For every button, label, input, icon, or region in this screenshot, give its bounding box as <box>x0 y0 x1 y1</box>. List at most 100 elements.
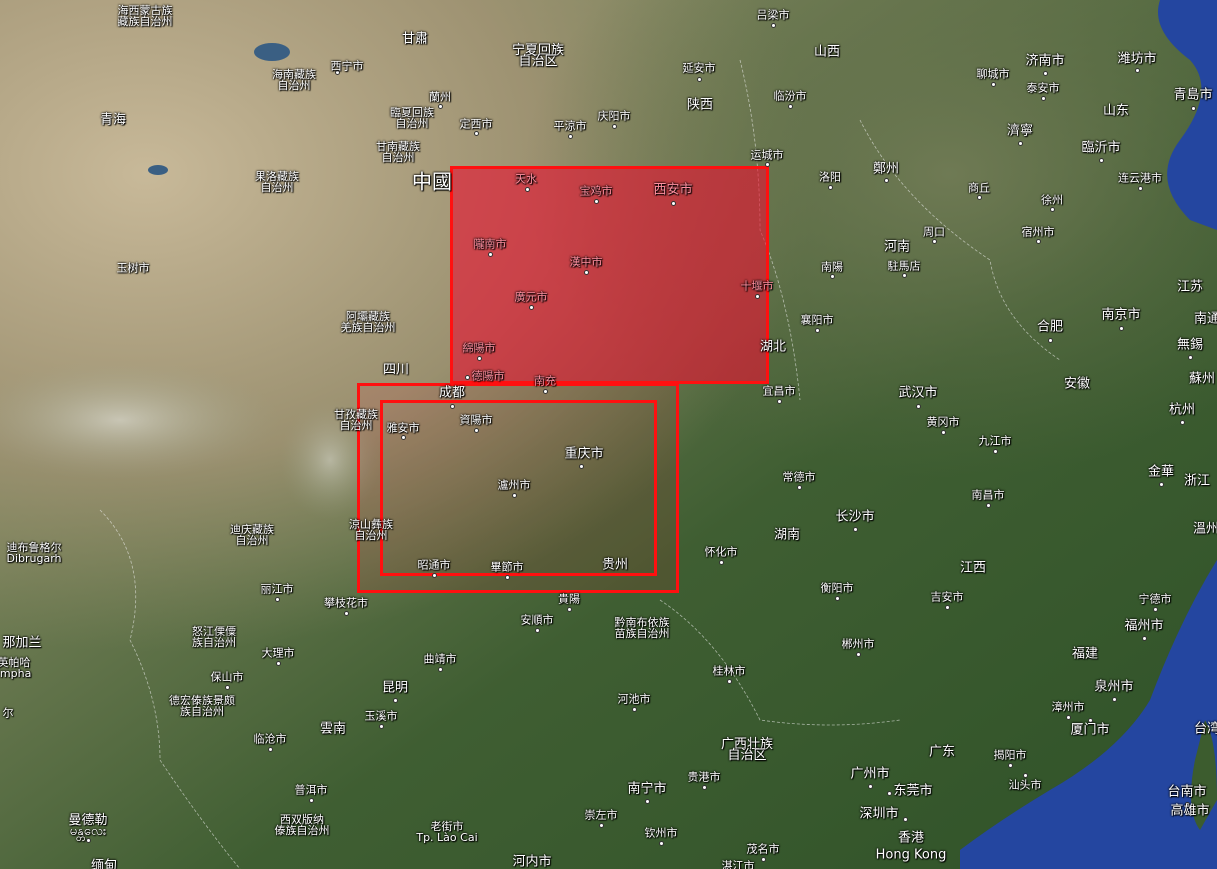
place-label-xuzhou[interactable]: 徐州 <box>1041 193 1063 207</box>
place-label-dali[interactable]: 大理市 <box>261 646 295 660</box>
place-label-nagaland[interactable]: 那加兰 <box>2 635 42 651</box>
place-label-deyang[interactable]: 德陽市 <box>471 369 505 383</box>
place-label-qinzhou[interactable]: 钦州市 <box>644 826 678 840</box>
place-label-shangqiu[interactable]: 商丘 <box>968 181 990 195</box>
place-label-zhejiang[interactable]: 浙江 <box>1183 473 1211 489</box>
place-label-zhoukou[interactable]: 周口 <box>923 225 945 239</box>
place-label-dibrugarh[interactable]: 迪布鲁格尔 Dibrugarh <box>6 541 62 565</box>
place-label-nanyang[interactable]: 南陽 <box>821 260 843 274</box>
place-label-ningde[interactable]: 宁德市 <box>1138 592 1172 606</box>
place-label-shandong[interactable]: 山东 <box>1102 103 1130 119</box>
place-label-fujian[interactable]: 福建 <box>1071 646 1099 662</box>
place-label-guigang[interactable]: 贵港市 <box>687 770 721 784</box>
place-label-jiangsu[interactable]: 江苏 <box>1176 279 1204 295</box>
place-label-dingxi[interactable]: 定西市 <box>459 117 493 131</box>
place-label-nujiang[interactable]: 怒江傈僳 族自治州 <box>192 625 236 649</box>
place-label-nanchang[interactable]: 南昌市 <box>971 488 1005 502</box>
place-label-shaanxi[interactable]: 陕西 <box>686 97 714 113</box>
place-label-guizhou[interactable]: 贵州 <box>601 557 629 573</box>
place-label-taiwan[interactable]: 台湾 <box>1193 721 1217 737</box>
place-label-guiyang[interactable]: 貴陽 <box>558 592 580 606</box>
place-label-qingyang[interactable]: 庆阳市 <box>597 109 631 123</box>
place-label-yichang[interactable]: 宜昌市 <box>762 384 796 398</box>
place-label-changsha[interactable]: 长沙市 <box>835 509 875 525</box>
place-label-puer[interactable]: 普洱市 <box>294 783 328 797</box>
place-label-hongkong-cn[interactable]: 香港 <box>897 830 925 846</box>
place-label-qinghai[interactable]: 青海 <box>99 112 127 128</box>
place-label-gansu[interactable]: 甘肅 <box>401 31 429 47</box>
place-label-liangshan[interactable]: 涼山彝族 自治州 <box>349 518 393 542</box>
place-label-anhui[interactable]: 安徽 <box>1063 376 1091 392</box>
place-label-chenzhou[interactable]: 郴州市 <box>841 637 875 651</box>
place-label-linfen[interactable]: 临汾市 <box>773 89 807 103</box>
place-label-suzhou-ah[interactable]: 宿州市 <box>1021 225 1055 239</box>
place-label-xian[interactable]: 西安市 <box>653 182 693 198</box>
place-label-yuncheng[interactable]: 运城市 <box>750 148 784 162</box>
place-label-xining[interactable]: 西宁市 <box>330 59 364 73</box>
place-label-yuxi[interactable]: 玉溪市 <box>364 709 398 723</box>
place-label-hongkong-en[interactable]: Hong Kong <box>875 847 947 863</box>
place-label-bijie[interactable]: 畢節市 <box>490 560 524 574</box>
place-label-tainan[interactable]: 台南市 <box>1167 784 1207 800</box>
place-label-longnan[interactable]: 隴南市 <box>473 237 507 251</box>
place-label-yunnan[interactable]: 雲南 <box>319 721 347 737</box>
place-label-luzhou[interactable]: 瀘州市 <box>497 478 531 492</box>
place-label-hunan[interactable]: 湖南 <box>773 527 801 543</box>
place-label-nantong[interactable]: 南通 <box>1193 311 1217 327</box>
place-label-mizoram[interactable]: 尔 <box>2 706 14 720</box>
place-label-shantou[interactable]: 汕头市 <box>1008 778 1042 792</box>
place-label-hengyang[interactable]: 衡阳市 <box>820 581 854 595</box>
place-label-jiujiang[interactable]: 九江市 <box>978 434 1012 448</box>
place-label-kaohsiung[interactable]: 高雄市 <box>1170 803 1210 819</box>
place-label-zhanjiang[interactable]: 湛江市 <box>721 859 755 869</box>
place-label-nanning[interactable]: 南宁市 <box>627 781 667 797</box>
place-label-ziyang[interactable]: 資陽市 <box>459 413 493 427</box>
place-label-chengdu[interactable]: 成都 <box>438 385 466 401</box>
place-label-jining[interactable]: 濟寧 <box>1006 123 1034 139</box>
place-label-hubei[interactable]: 湖北 <box>759 339 787 355</box>
place-label-haixi[interactable]: 海西蒙古族 藏族自治州 <box>117 4 173 28</box>
place-label-kunming[interactable]: 昆明 <box>381 680 409 696</box>
place-label-sichuan[interactable]: 四川 <box>382 362 410 378</box>
place-label-shenzhen[interactable]: 深圳市 <box>859 806 899 822</box>
place-label-lijiang[interactable]: 丽江市 <box>260 582 294 596</box>
place-label-henan[interactable]: 河南 <box>883 239 911 255</box>
place-label-dongguan[interactable]: 东莞市 <box>893 783 933 799</box>
place-label-xiangyang[interactable]: 襄阳市 <box>800 313 834 327</box>
place-label-liaocheng[interactable]: 聊城市 <box>976 67 1010 81</box>
place-label-aba[interactable]: 阿壩藏族 羌族自治州 <box>340 310 396 334</box>
place-label-laocai[interactable]: 老街市 Tp. Lào Cai <box>416 820 478 844</box>
place-label-jinhua[interactable]: 金華 <box>1147 464 1175 480</box>
place-label-ningxia[interactable]: 宁夏回族 自治区 <box>511 43 565 69</box>
place-label-fuzhou[interactable]: 福州市 <box>1124 618 1164 634</box>
place-label-lanzhou[interactable]: 蘭州 <box>429 90 451 104</box>
place-label-maoming[interactable]: 茂名市 <box>746 842 780 856</box>
place-label-guangdong[interactable]: 广东 <box>928 744 956 760</box>
place-label-panzhihua[interactable]: 攀枝花市 <box>324 596 368 610</box>
place-label-lincang[interactable]: 临沧市 <box>253 732 287 746</box>
place-label-hechi[interactable]: 河池市 <box>617 692 651 706</box>
place-label-suzhou-js[interactable]: 蘇州 <box>1188 371 1216 387</box>
place-label-changde[interactable]: 常德市 <box>782 470 816 484</box>
place-label-chongzuo[interactable]: 崇左市 <box>584 808 618 822</box>
highlight-region-north[interactable] <box>450 166 769 384</box>
place-label-guangyuan[interactable]: 廣元市 <box>514 290 548 304</box>
place-label-qujing[interactable]: 曲靖市 <box>423 652 457 666</box>
place-label-huaihua[interactable]: 怀化市 <box>704 545 738 559</box>
place-label-dehong[interactable]: 德宏傣族景颇 族自治州 <box>169 694 235 718</box>
place-label-xishuangbanna[interactable]: 西双版纳 傣族自治州 <box>274 813 330 837</box>
place-label-zhengzhou[interactable]: 鄭州 <box>872 161 900 177</box>
place-label-hanzhong[interactable]: 漢中市 <box>569 255 603 269</box>
place-label-myanmar-bottom[interactable]: 缅甸 <box>90 858 118 869</box>
place-label-baoji[interactable]: 宝鸡市 <box>579 184 613 198</box>
place-label-hanoi-region[interactable]: 河内市 <box>512 854 552 869</box>
place-label-china[interactable]: 中國 <box>412 169 452 194</box>
place-label-qiannan[interactable]: 黔南布依族 苗族自治州 <box>614 616 670 640</box>
place-label-huanggang[interactable]: 黄冈市 <box>926 415 960 429</box>
place-label-pingliang[interactable]: 平涼市 <box>553 119 587 133</box>
place-label-nanchong[interactable]: 南充 <box>534 374 556 388</box>
place-label-zhaotong[interactable]: 昭通市 <box>417 558 451 572</box>
place-label-hainan-z[interactable]: 海南藏族 自治州 <box>272 68 316 92</box>
place-label-taian[interactable]: 泰安市 <box>1026 81 1060 95</box>
